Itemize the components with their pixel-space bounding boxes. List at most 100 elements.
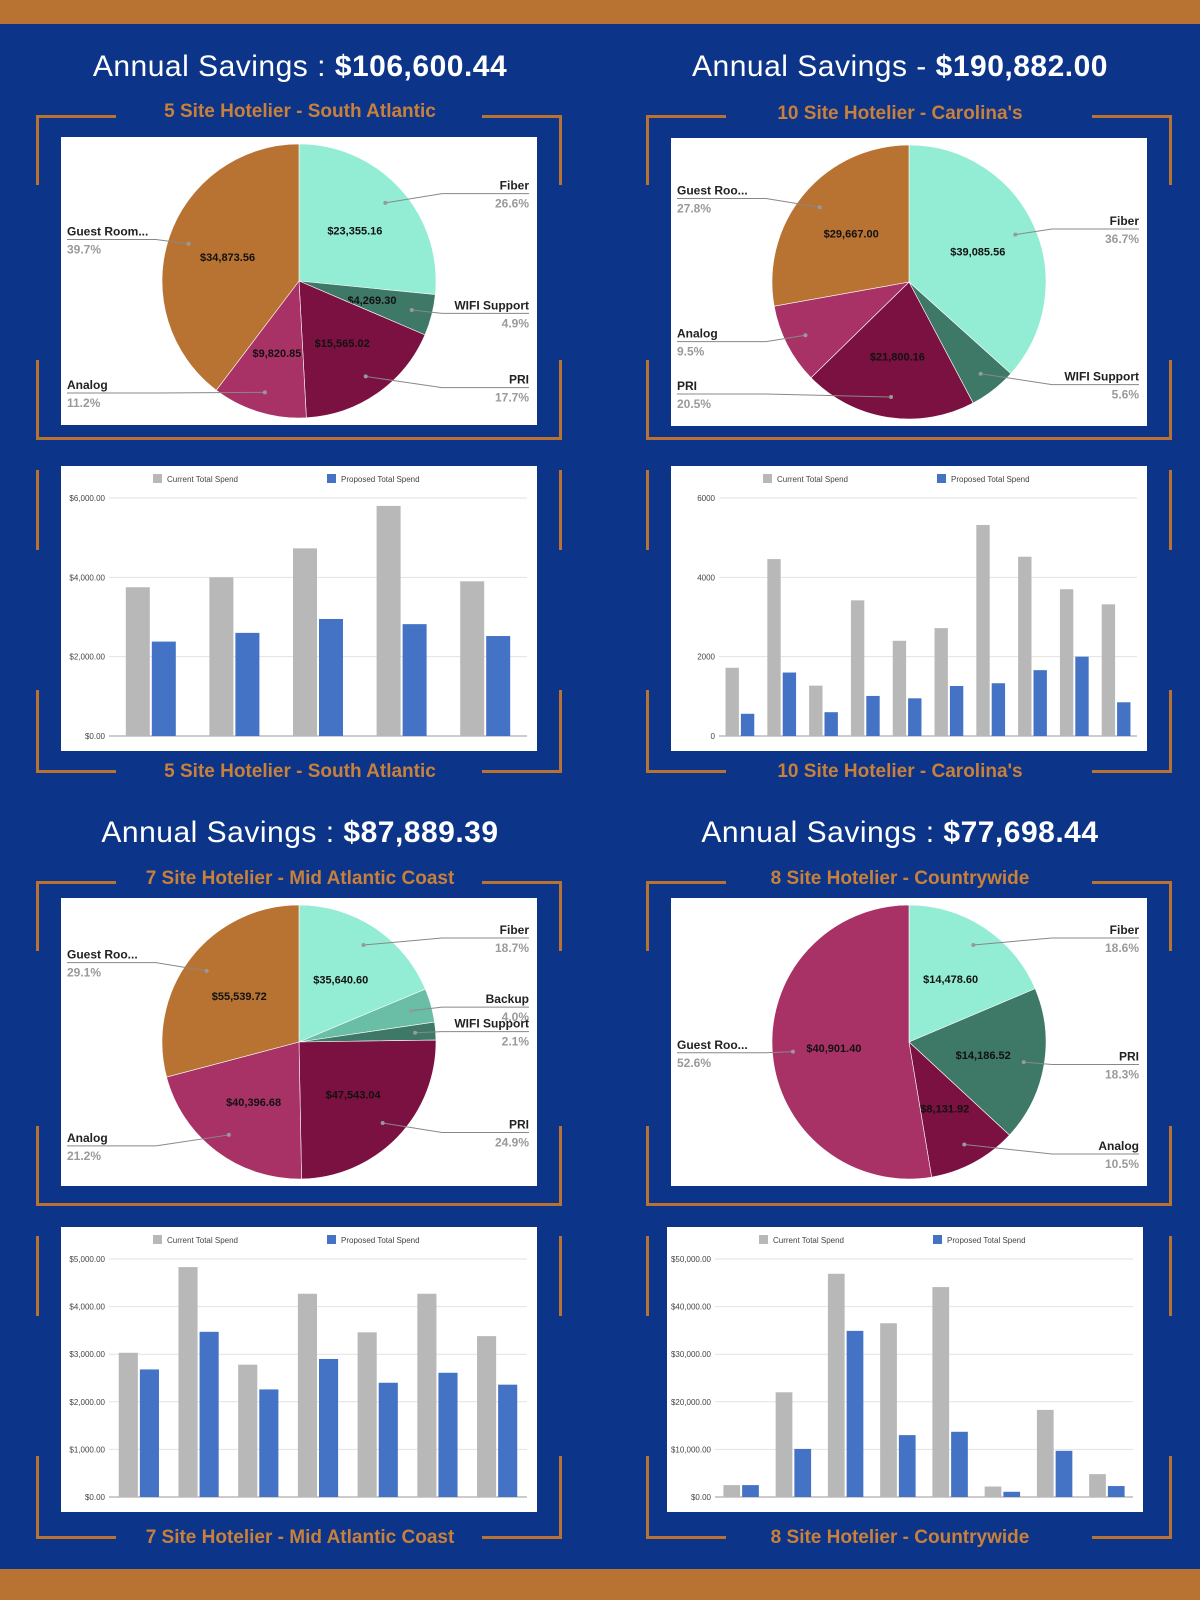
pie-slice-guest-roo bbox=[771, 904, 932, 1180]
bar-panel: Current Total Spend Proposed Total Spend $… bbox=[61, 1227, 537, 1512]
pie-leader-dot bbox=[978, 371, 983, 376]
pie-category-label: PRI bbox=[509, 1118, 529, 1132]
pie-chart: $35,640.60 Fiber 18.7% Backup 4.0%WIFI Suppo… bbox=[67, 904, 530, 1180]
pie-category-label: Fiber bbox=[500, 179, 530, 193]
pie-slice-analog bbox=[215, 280, 307, 419]
pie-category-label: Guest Roo... bbox=[677, 1038, 748, 1052]
bar-chart: Current Total Spend Proposed Total Spend $… bbox=[69, 1235, 527, 1502]
pie-leader-dot bbox=[226, 1132, 231, 1137]
bar-current bbox=[827, 1273, 845, 1497]
pie-category-label: Guest Room... bbox=[67, 225, 148, 239]
headline-amount: $87,889.39 bbox=[343, 816, 499, 849]
quadrant-south-atlantic: Annual Savings : $106,600.44 5 Site Hote… bbox=[0, 0, 600, 800]
bar-proposed bbox=[486, 636, 511, 736]
frame-bracket-line bbox=[559, 1456, 562, 1536]
pie-slice-guest-room bbox=[161, 143, 300, 391]
pie-category-label: PRI bbox=[677, 379, 697, 393]
legend-label-current: Current Total Spend bbox=[167, 1236, 238, 1245]
frame-bracket-line bbox=[559, 690, 562, 770]
pie-leader-line bbox=[411, 309, 529, 314]
frame-bracket-line bbox=[36, 360, 39, 440]
pie-category-label: Fiber bbox=[500, 923, 530, 937]
pie-leader-line bbox=[677, 1051, 793, 1054]
bar-proposed bbox=[898, 1435, 916, 1497]
legend-label-current: Current Total Spend bbox=[777, 475, 848, 484]
frame-bracket-line bbox=[559, 1126, 562, 1206]
frame-bracket-line bbox=[1169, 470, 1172, 550]
pie-panel: $14,478.60 Fiber 18.6% $14,186.52 PRI 18.3% $8… bbox=[671, 898, 1147, 1186]
bar-proposed bbox=[498, 1384, 518, 1497]
pie-leader-line bbox=[411, 1006, 529, 1012]
bar-current bbox=[850, 600, 865, 736]
frame-bracket-line bbox=[36, 1126, 39, 1206]
y-tick-label: $50,000.00 bbox=[671, 1255, 712, 1264]
pie-percent-label: 26.6% bbox=[495, 197, 529, 211]
bar-proposed bbox=[866, 695, 880, 736]
pie-value-label: $29,667.00 bbox=[824, 229, 879, 241]
frame-bracket-line bbox=[1092, 881, 1172, 884]
bar-proposed bbox=[951, 1431, 968, 1497]
frame-bracket-line bbox=[646, 770, 726, 773]
pie-leader-dot bbox=[817, 205, 822, 210]
headline-prefix: Annual Savings : bbox=[92, 50, 335, 83]
frame-title-top: 7 Site Hotelier - Mid Atlantic Coast bbox=[0, 868, 600, 890]
bar-proposed bbox=[908, 698, 922, 736]
legend-label-current: Current Total Spend bbox=[167, 475, 238, 484]
pie-percent-label: 36.7% bbox=[1105, 232, 1139, 246]
frame-bracket-line bbox=[646, 437, 1172, 440]
frame-title-top-text: 10 Site Hotelier - Carolina's bbox=[765, 103, 1035, 124]
bar-current bbox=[417, 1293, 437, 1497]
pie-leader-line bbox=[964, 1143, 1139, 1155]
frame-title-bottom-text: 7 Site Hotelier - Mid Atlantic Coast bbox=[133, 1527, 467, 1548]
pie-value-label: $23,355.16 bbox=[327, 225, 382, 237]
y-tick-label: $0.00 bbox=[85, 1493, 106, 1502]
pie-value-label: $8,131.92 bbox=[920, 1103, 969, 1115]
pie-leader-dot bbox=[1021, 1060, 1026, 1065]
annual-savings-headline: Annual Savings : $106,600.44 bbox=[0, 50, 600, 84]
pie-category-label: Analog bbox=[67, 378, 108, 392]
pie-category-label: PRI bbox=[509, 373, 529, 387]
pie-percent-label: 2.1% bbox=[502, 1035, 530, 1049]
bar-proposed bbox=[1003, 1491, 1021, 1497]
bar-current bbox=[809, 685, 823, 736]
bar-proposed bbox=[199, 1331, 219, 1497]
frame-bracket-line bbox=[646, 1456, 649, 1536]
bar-current bbox=[1018, 556, 1032, 736]
pie-slice-fiber bbox=[908, 144, 1047, 375]
bar-proposed bbox=[235, 632, 260, 736]
y-tick-label: $5,000.00 bbox=[69, 1255, 105, 1264]
pie-percent-label: 9.5% bbox=[677, 345, 705, 359]
pie-category-label: Fiber bbox=[1110, 923, 1140, 937]
bar-proposed bbox=[1117, 702, 1131, 736]
legend-label-proposed: Proposed Total Spend bbox=[341, 1236, 420, 1245]
pie-leader-dot bbox=[383, 200, 388, 205]
pie-leader-line bbox=[973, 937, 1139, 946]
pie-percent-label: 18.7% bbox=[495, 941, 529, 955]
frame-bracket-line bbox=[646, 1126, 649, 1206]
pie-leader-dot bbox=[363, 374, 368, 379]
y-tick-label: $3,000.00 bbox=[69, 1350, 105, 1359]
pie-leader-dot bbox=[1013, 232, 1018, 237]
pie-leader-line bbox=[677, 393, 892, 398]
y-tick-label: 6000 bbox=[697, 494, 715, 503]
bar-current bbox=[376, 505, 401, 736]
frame-bracket-line bbox=[646, 115, 649, 185]
pie-leader-dot bbox=[962, 1142, 967, 1147]
frame-title-bottom-text: 8 Site Hotelier - Countrywide bbox=[758, 1527, 1042, 1548]
bar-proposed bbox=[378, 1382, 398, 1497]
headline-prefix: Annual Savings - bbox=[692, 50, 936, 83]
pie-percent-label: 27.8% bbox=[677, 201, 711, 215]
bar-proposed bbox=[1107, 1486, 1125, 1497]
pie-leader-line bbox=[1015, 228, 1139, 236]
pie-leader-dot bbox=[361, 943, 366, 948]
pie-slice-fiber bbox=[298, 904, 426, 1043]
frame-bracket-line bbox=[482, 115, 562, 118]
pie-leader-line bbox=[67, 391, 265, 394]
legend-swatch-current bbox=[153, 1235, 162, 1244]
frame-title-top: 10 Site Hotelier - Carolina's bbox=[600, 103, 1200, 125]
frame-bracket-line bbox=[36, 115, 116, 118]
bar-current bbox=[297, 1293, 317, 1497]
y-tick-label: $30,000.00 bbox=[671, 1350, 712, 1359]
pie-slice-analog bbox=[166, 1041, 302, 1180]
headline-prefix: Annual Savings : bbox=[101, 816, 344, 849]
